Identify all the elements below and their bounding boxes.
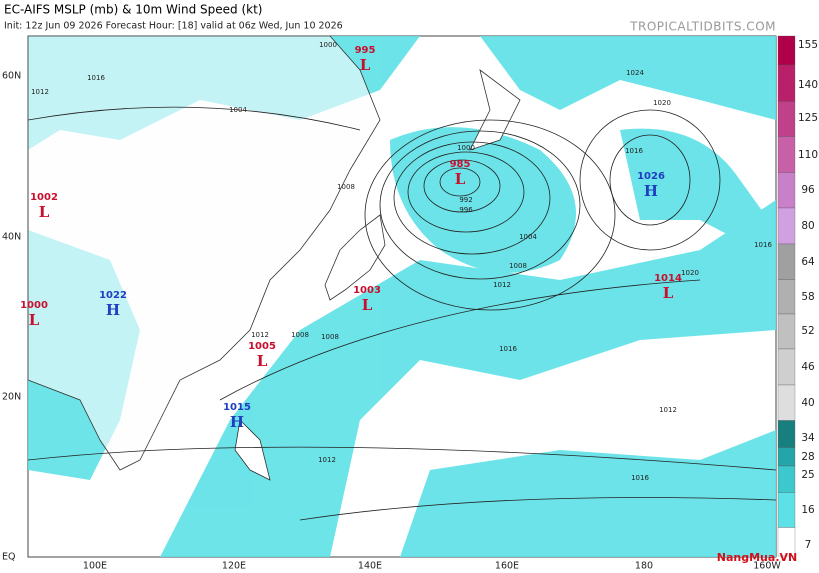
contour-label: 1012 <box>251 331 269 339</box>
colorbar-segment <box>777 447 796 467</box>
center-letter: L <box>362 296 373 314</box>
contour-label: 1016 <box>499 345 517 353</box>
contour-label: 992 <box>459 196 472 204</box>
lon-label: 160W <box>753 561 781 572</box>
colorbar-segment <box>777 64 796 102</box>
logo: NangMua.VN <box>717 551 797 564</box>
colorbar-segment <box>777 420 796 448</box>
contour-label: 1008 <box>291 331 309 339</box>
colorbar-label: 34 <box>801 432 815 444</box>
colorbar-segment <box>777 465 796 493</box>
contour-label: 1000 <box>319 41 337 49</box>
center-value: 1026 <box>637 171 665 182</box>
colorbar-label: 40 <box>801 397 814 409</box>
colorbar-label: 52 <box>801 325 814 337</box>
lat-label: EQ <box>2 552 15 563</box>
contour-label: 1016 <box>631 474 649 482</box>
colorbar-segment <box>777 243 796 280</box>
lon-label: 140E <box>358 561 382 572</box>
contour-label: 1020 <box>653 99 671 107</box>
colorbar-segment <box>777 279 796 315</box>
source: TROPICALTIDBITS.COM <box>629 20 776 34</box>
center-value: 1022 <box>99 290 127 301</box>
contour-label: 1016 <box>754 241 772 249</box>
colorbar-label: 96 <box>801 184 815 196</box>
contour-label: 1020 <box>681 269 699 277</box>
contour-label: 1008 <box>337 183 355 191</box>
center-value: 995 <box>355 45 376 56</box>
contour-label: 1012 <box>318 456 336 464</box>
colorbar-label: 140 <box>798 79 818 91</box>
colorbar-label: 28 <box>801 451 814 463</box>
colorbar-label: 58 <box>801 291 814 303</box>
contour-label: 1012 <box>659 406 677 414</box>
title: EC-AIFS MSLP (mb) & 10m Wind Speed (kt) <box>4 3 262 17</box>
center-letter: L <box>663 284 674 302</box>
colorbar-label: 155 <box>798 39 818 51</box>
lon-label: 120E <box>222 561 246 572</box>
center-letter: H <box>230 413 244 431</box>
lon-label: 160E <box>495 561 519 572</box>
colorbar-segment <box>777 492 796 528</box>
colorbar-label: 16 <box>801 504 815 516</box>
center-letter: L <box>39 203 50 221</box>
contour-label: 1008 <box>321 333 339 341</box>
center-letter: H <box>106 301 120 319</box>
center-value: 1002 <box>30 192 58 203</box>
center-letter: L <box>29 311 40 329</box>
center-letter: L <box>257 352 268 370</box>
subtitle: Init: 12z Jun 09 2026 Forecast Hour: [18… <box>4 21 343 32</box>
colorbar: 155 140 125 110 96 80 64 58 52 46 40 34 28 25 16 7 <box>777 35 818 557</box>
colorbar-segment <box>777 101 796 137</box>
colorbar-segment <box>777 172 796 209</box>
contour-label: 1024 <box>626 69 644 77</box>
colorbar-label: 125 <box>798 112 818 124</box>
colorbar-segment <box>777 207 796 245</box>
contour-label: 1016 <box>87 74 105 82</box>
center-letter: L <box>455 170 466 188</box>
center-value: 1000 <box>20 300 48 311</box>
lat-label: 40N <box>2 232 21 243</box>
map-frame <box>27 35 777 558</box>
contour-label: 996 <box>459 206 473 214</box>
colorbar-segment <box>777 136 796 173</box>
center-value: 1015 <box>223 402 251 413</box>
center-letter: L <box>360 56 371 74</box>
colorbar-label: 110 <box>798 149 818 161</box>
center-value: 1003 <box>353 285 381 296</box>
center-letter: H <box>644 182 658 200</box>
lat-label: 20N <box>2 392 21 403</box>
colorbar-segment <box>777 313 796 350</box>
lat-label: 60N <box>2 71 21 82</box>
center-value: 1005 <box>248 341 276 352</box>
colorbar-label: 7 <box>805 539 812 551</box>
center-value: 985 <box>450 159 471 170</box>
contour-label: 1012 <box>31 88 49 96</box>
colorbar-label: 25 <box>801 469 814 481</box>
contour-label: 1004 <box>229 106 247 114</box>
colorbar-label: 80 <box>801 220 814 232</box>
center-value: 1014 <box>654 273 682 284</box>
contour-label: 1000 <box>457 144 475 152</box>
colorbar-segment <box>777 527 796 557</box>
colorbar-segment <box>777 35 796 66</box>
lon-label: 180 <box>635 561 653 572</box>
colorbar-segment <box>777 384 796 421</box>
colorbar-label: 64 <box>801 256 815 268</box>
contour-label: 1012 <box>493 281 511 289</box>
contour-label: 1016 <box>625 147 643 155</box>
contour-label: 1004 <box>519 233 537 241</box>
contour-label: 1008 <box>509 262 527 270</box>
lon-label: 100E <box>83 561 107 572</box>
colorbar-segment <box>777 348 796 386</box>
colorbar-label: 46 <box>801 361 815 373</box>
